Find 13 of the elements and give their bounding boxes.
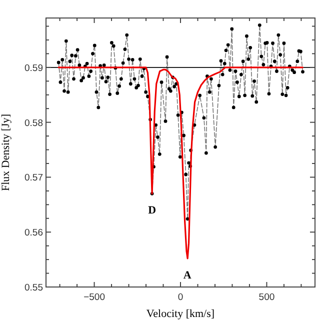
y-tick-label: 0.55 [24,282,43,294]
x-tick-label: 500 [258,292,275,303]
y-axis-title: Flux Density [Jy] [0,114,12,191]
y-tick-label: 0.59 [24,62,43,74]
y-tick-label: 0.56 [24,228,43,239]
annotation: A [183,269,192,282]
x-tick-label: 0 [178,292,184,303]
y-tick-label: 0.57 [24,172,43,184]
line-series [58,66,304,260]
x-tick-label: −500 [84,292,105,303]
annotation: D [148,204,156,217]
y-tick-label: 0.58 [24,118,43,129]
x-axis-title: Velocity [km/s] [146,308,215,320]
